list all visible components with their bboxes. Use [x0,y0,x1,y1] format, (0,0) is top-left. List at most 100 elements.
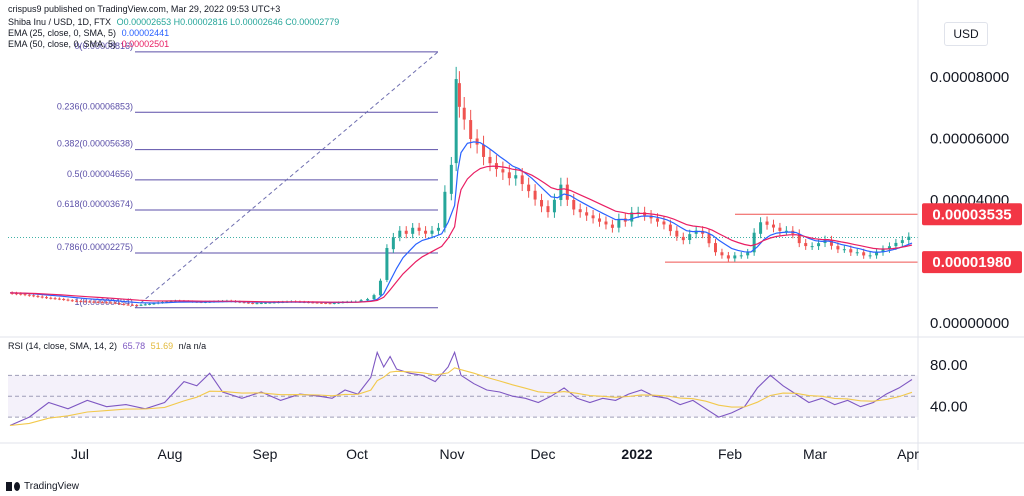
fib-level-label: 0.618(0.00003674) [57,199,133,209]
rsi-label: RSI (14, close, SMA, 14, 2) [8,341,118,351]
candle-body [36,295,40,297]
rsi-na: n/a n/a [178,341,207,351]
fib-level-label: 0.236(0.00006853) [57,101,133,111]
price-badge-label: 0.00001980 [932,254,1011,271]
candle-body [430,230,434,234]
brand-name: TradingView [24,481,80,492]
rsi-pane [8,350,918,427]
candle-body [92,301,96,303]
candle-body [443,191,447,228]
fib-level-label: 0.786(0.00002275) [57,242,133,252]
price-badge-label: 0.00003535 [932,206,1011,223]
candle-body [436,227,440,231]
fib-level-label: 0(0.00008816) [74,41,133,51]
candle-body [739,255,743,257]
currency-button[interactable]: USD [944,22,988,46]
candle-body [242,302,246,304]
symbol-legend: Shiba Inu / USD, 1D, FTX O0.00002653 H0.… [8,17,339,27]
candle-body [148,303,152,305]
candle-body [259,302,263,304]
ema50-legend[interactable]: EMA (50, close, 0, SMA, 5) 0.00002501 [8,39,169,49]
time-tick-label: Dec [531,446,556,462]
candle-body [79,301,83,303]
ema25-label: EMA (25, close, 0, SMA, 5) [8,28,117,38]
rsi-line [9,350,913,427]
footer: TradingView [6,481,79,492]
candle-body [598,218,602,222]
candle-body [105,302,109,304]
candle-body [907,236,911,240]
candle-body [507,172,511,179]
candle-body [139,304,143,306]
price-badge [922,203,1022,226]
candle-body [804,243,808,247]
candle-body [255,303,259,305]
candle-body [398,230,402,237]
candle-body [533,190,537,200]
candle-body [113,302,117,304]
tradingview-logo-icon [6,482,20,491]
candle-body [662,221,666,225]
candle-body [778,227,782,231]
candle-body [720,252,724,256]
candle-body [552,199,556,213]
candle-body [53,298,57,300]
rsi-legend[interactable]: RSI (14, close, SMA, 14, 2) 65.78 51.69 … [8,341,206,351]
candle-body [14,293,18,295]
candle-body [817,243,821,247]
candle-body [100,302,104,304]
candle-body [733,255,737,259]
candle-body [109,302,113,304]
candle-body [130,304,134,306]
rsi-tick-label: 80.00 [930,357,968,374]
time-tick-label: Feb [718,446,742,462]
fib-level-label: 0.382(0.00005638) [57,139,133,149]
candle-body [27,294,31,296]
candle-body [868,255,872,257]
candle-body [565,184,569,200]
candle-body [771,224,775,228]
ema25-legend[interactable]: EMA (25, close, 0, SMA, 5) 0.00002441 [8,28,169,38]
candle-body [391,237,395,250]
rsi-tick-label: 40.00 [930,399,968,416]
candle-body [675,230,679,237]
candle-body [855,252,859,254]
candle-body [169,301,173,303]
ema50-label: EMA (50, close, 0, SMA, 5) [8,39,117,49]
time-tick-label: Mar [803,446,827,462]
candle-body [488,156,492,164]
ema25-line [9,141,913,304]
candle-body [527,184,531,192]
candle-body [501,169,505,173]
ohlc-values: O0.00002653 H0.00002816 L0.00002646 C0.0… [116,17,340,27]
candle-body [610,224,614,228]
candle-body [372,295,376,300]
candle-body [668,224,672,232]
candle-body [540,200,544,207]
time-tick-label: Apr [897,446,919,462]
ema50-line [9,165,913,303]
candle-body [849,249,853,253]
candle-body [797,233,801,244]
candle-body [636,212,640,214]
candle-body [688,234,692,240]
candle-body [324,302,328,304]
candle-body [630,212,634,222]
candle-body [75,300,79,302]
candle-body [887,246,891,250]
time-tick-label: Oct [346,446,368,462]
candle-body [875,252,879,256]
candle-body [457,83,461,107]
time-tick-label: Jul [71,446,89,462]
candle-body [135,304,139,306]
candle-body [417,227,421,231]
candle-body [366,299,370,301]
candle-body [713,243,717,253]
candle-body [143,304,147,306]
time-tick-label: 2022 [621,446,652,462]
candle-body [475,138,479,145]
candle-body [810,246,814,248]
candle-body [70,300,74,302]
candle-body [681,236,685,241]
